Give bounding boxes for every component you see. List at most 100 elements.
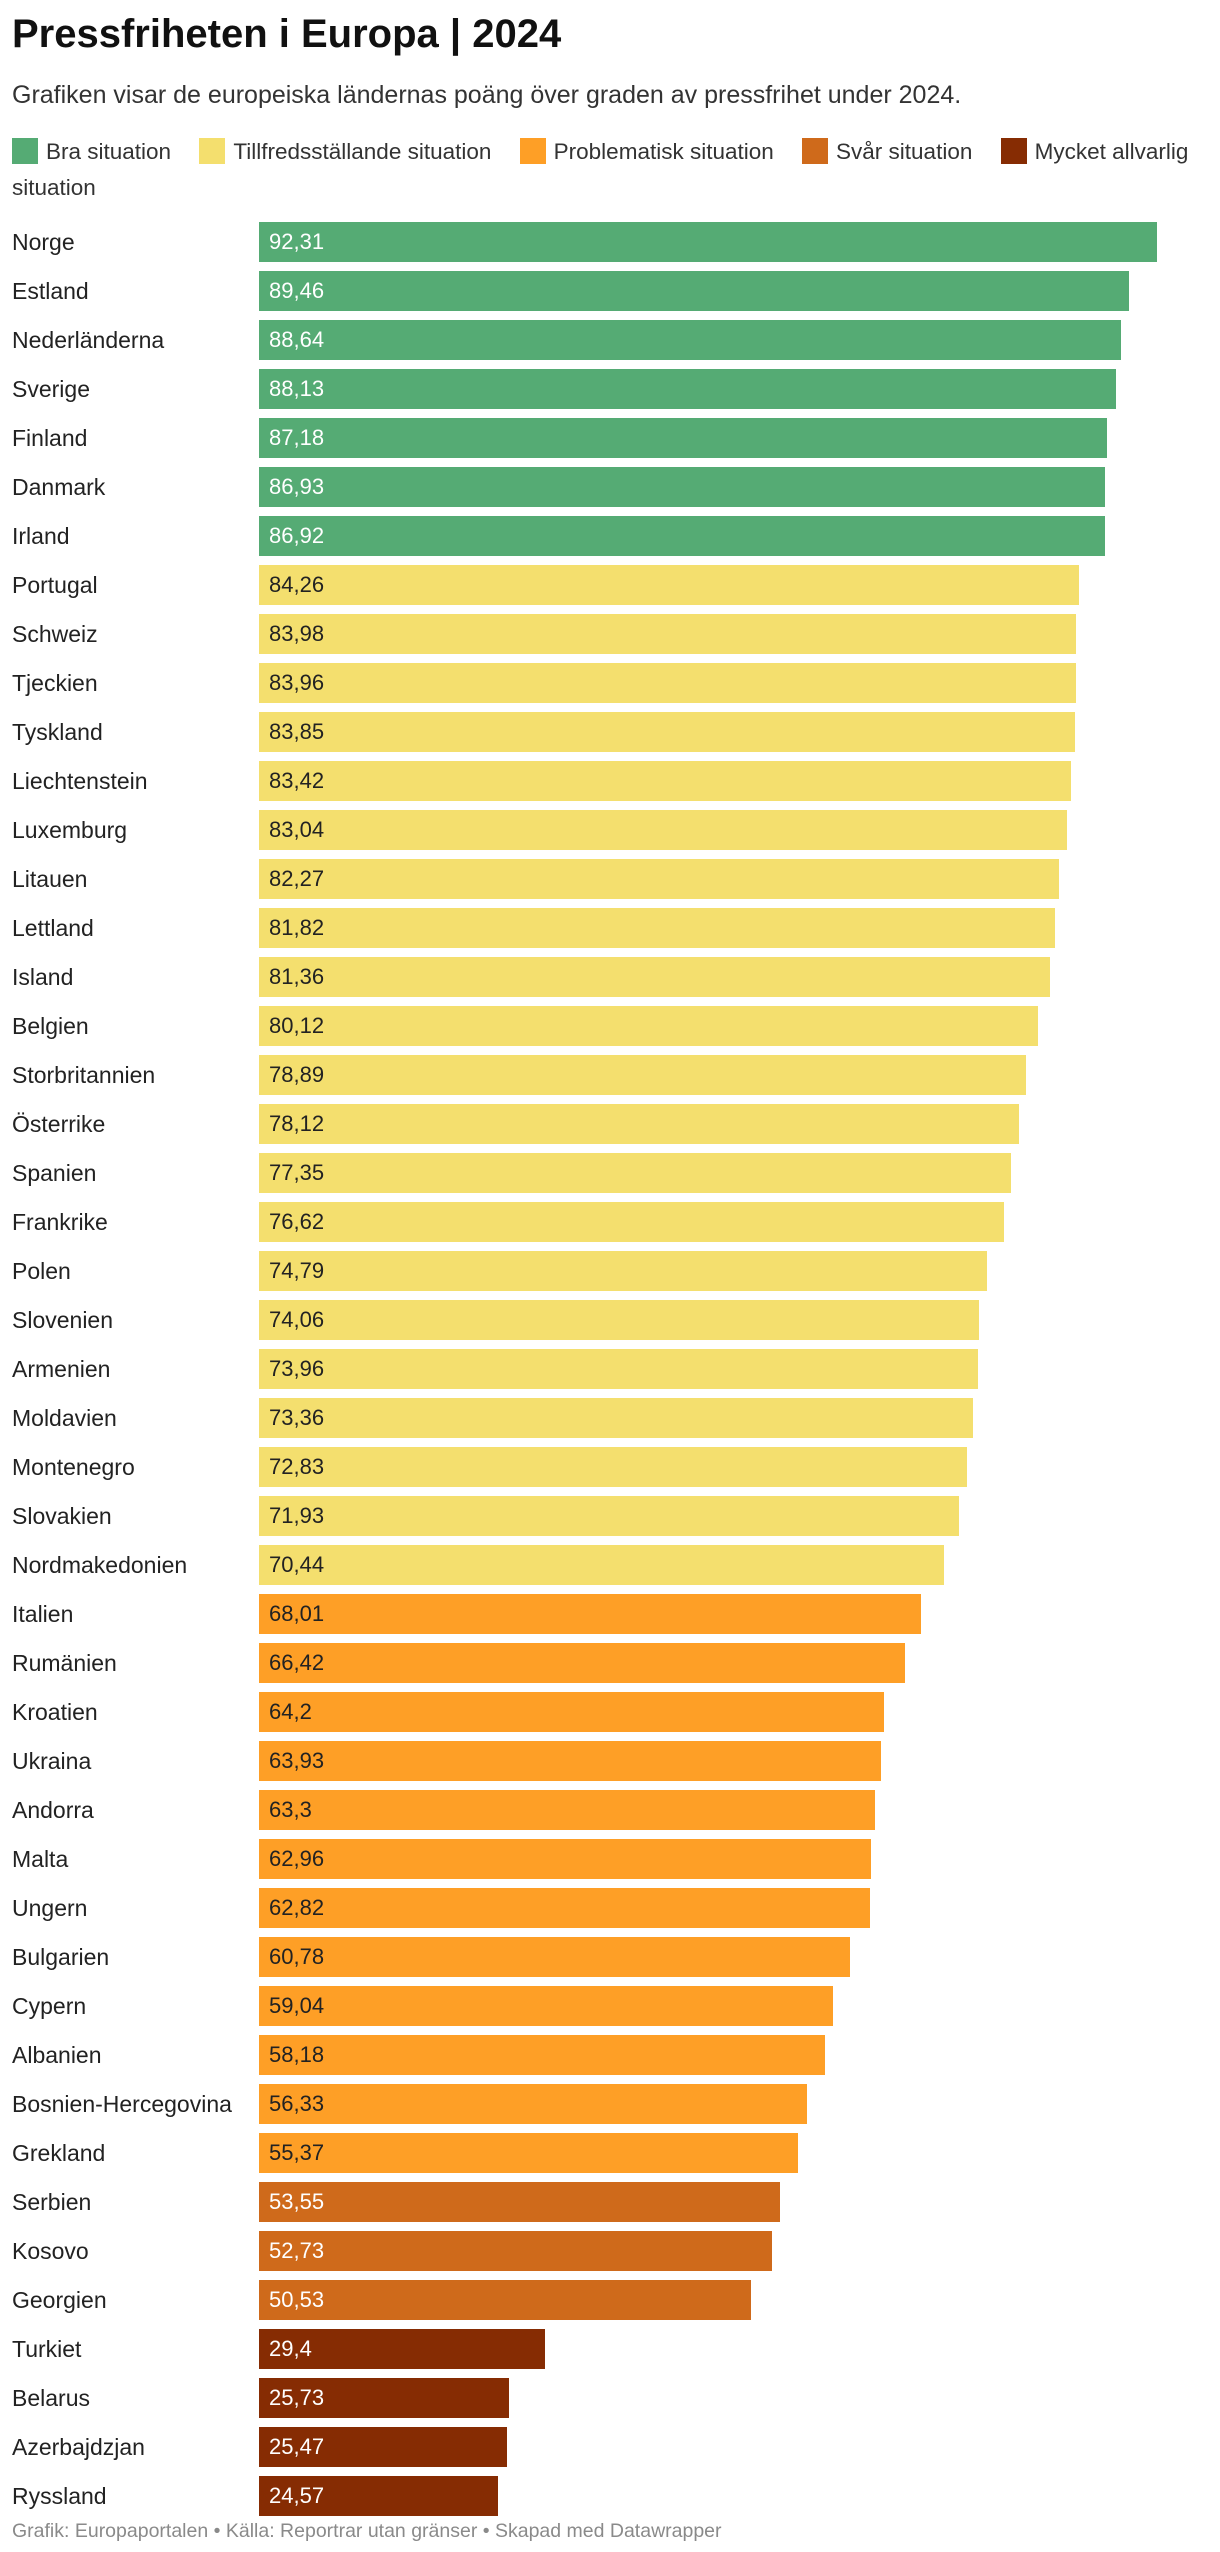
bar-row: Estland 89,46 <box>0 271 1220 319</box>
legend-label: Tillfredsställande situation <box>233 139 492 164</box>
bar-value-label: 74,06 <box>269 1307 325 1332</box>
bar-row: Tjeckien 83,96 <box>0 663 1220 711</box>
bar: 87,18 <box>259 418 1108 458</box>
bar: 76,62 <box>259 1202 1005 1242</box>
country-label: Georgien <box>12 2287 107 2313</box>
bar-value-label: 62,96 <box>269 1846 325 1871</box>
country-label: Litauen <box>12 866 88 892</box>
bar-value-label: 71,93 <box>269 1503 325 1528</box>
bar-row: Sverige 88,13 <box>0 369 1220 417</box>
bar: 83,98 <box>259 614 1076 654</box>
bar-value-label: 83,96 <box>269 670 325 695</box>
country-label: Tyskland <box>12 719 103 745</box>
bar-row: Armenien 73,96 <box>0 1349 1220 1397</box>
bar-row: Grekland 55,37 <box>0 2133 1220 2181</box>
country-label: Frankrike <box>12 1209 108 1235</box>
legend-swatch <box>12 138 38 164</box>
bar: 56,33 <box>259 2084 807 2124</box>
bar-row: Frankrike 76,62 <box>0 1202 1220 1250</box>
bar-value-label: 64,2 <box>269 1699 312 1724</box>
bar-row: Polen 74,79 <box>0 1251 1220 1299</box>
bar-row: Serbien 53,55 <box>0 2182 1220 2230</box>
bar: 73,36 <box>259 1398 973 1438</box>
bar: 25,73 <box>259 2378 510 2418</box>
bar-row: Nordmakedonien 70,44 <box>0 1545 1220 1593</box>
bar-value-label: 74,79 <box>269 1258 325 1283</box>
country-label: Kroatien <box>12 1699 98 1725</box>
legend-item-problematisk: Problematisk situation <box>519 138 774 164</box>
bar-value-label: 92,31 <box>269 229 325 254</box>
bar-value-label: 73,96 <box>269 1356 325 1381</box>
bar: 62,82 <box>259 1888 871 1928</box>
bar-value-label: 84,26 <box>269 572 325 597</box>
country-label: Belgien <box>12 1013 89 1039</box>
bar-row: Turkiet 29,4 <box>0 2329 1220 2377</box>
bar-row: Lettland 81,82 <box>0 908 1220 956</box>
bar: 63,3 <box>259 1790 875 1830</box>
country-label: Lettland <box>12 915 94 941</box>
bar-value-label: 50,53 <box>269 2287 325 2312</box>
bar-row: Rumänien 66,42 <box>0 1643 1220 1691</box>
bar: 58,18 <box>259 2035 825 2075</box>
bar-row: Irland 86,92 <box>0 516 1220 564</box>
country-label: Belarus <box>12 2385 90 2411</box>
bar: 82,27 <box>259 859 1060 899</box>
bar-row: Litauen 82,27 <box>0 859 1220 907</box>
country-label: Finland <box>12 425 88 451</box>
bar-value-label: 62,82 <box>269 1895 325 1920</box>
bar: 55,37 <box>259 2133 798 2173</box>
bar: 84,26 <box>259 565 1079 605</box>
bar-value-label: 24,57 <box>269 2483 325 2508</box>
bar-value-label: 63,3 <box>269 1797 312 1822</box>
country-label: Armenien <box>12 1356 111 1382</box>
bar-row: Bulgarien 60,78 <box>0 1937 1220 1985</box>
bar: 89,46 <box>259 271 1130 311</box>
bar-row: Slovakien 71,93 <box>0 1496 1220 1544</box>
bar-row: Andorra 63,3 <box>0 1790 1220 1838</box>
country-label: Albanien <box>12 2042 102 2068</box>
bar-value-label: 55,37 <box>269 2140 325 2165</box>
country-label: Estland <box>12 278 89 304</box>
bar: 62,96 <box>259 1839 872 1879</box>
country-label: Turkiet <box>12 2336 82 2362</box>
country-label: Bulgarien <box>12 1944 110 1970</box>
bar: 83,04 <box>259 810 1067 850</box>
bar-row: Azerbajdzjan 25,47 <box>0 2427 1220 2475</box>
bar-chart: Norge 92,31 Estland 89,46 Nederländerna 88,64… <box>0 222 1220 2516</box>
bar-row: Liechtenstein 83,42 <box>0 761 1220 809</box>
country-label: Azerbajdzjan <box>12 2434 145 2460</box>
bar-value-label: 59,04 <box>269 1993 325 2018</box>
country-label: Rumänien <box>12 1650 117 1676</box>
country-label: Storbritannien <box>12 1062 156 1088</box>
bar-row: Ungern 62,82 <box>0 1888 1220 1936</box>
bar-row: Georgien 50,53 <box>0 2280 1220 2328</box>
bar-value-label: 81,82 <box>269 915 325 940</box>
bar: 83,42 <box>259 761 1071 801</box>
country-label: Ryssland <box>12 2483 107 2509</box>
bar-row: Belarus 25,73 <box>0 2378 1220 2426</box>
bar: 81,36 <box>259 957 1051 997</box>
bar-row: Tyskland 83,85 <box>0 712 1220 760</box>
bar-value-label: 60,78 <box>269 1944 325 1969</box>
bar: 71,93 <box>259 1496 959 1536</box>
country-label: Tjeckien <box>12 670 98 696</box>
bar-value-label: 78,12 <box>269 1111 325 1136</box>
bar: 80,12 <box>259 1006 1039 1046</box>
country-label: Andorra <box>12 1797 94 1823</box>
bar: 86,92 <box>259 516 1105 556</box>
country-label: Nordmakedonien <box>12 1552 188 1578</box>
legend-item-mycket-allvarlig: Mycket allvarlig situation <box>12 138 1188 200</box>
chart-subtitle: Grafiken visar de europeiska ländernas p… <box>12 81 962 109</box>
bar-row: Moldavien 73,36 <box>0 1398 1220 1446</box>
bar-value-label: 70,44 <box>269 1552 325 1577</box>
legend-swatch <box>199 138 226 164</box>
legend-swatch <box>519 138 546 164</box>
bar-row: Island 81,36 <box>0 957 1220 1005</box>
bar: 50,53 <box>259 2280 751 2320</box>
bar: 74,06 <box>259 1300 980 1340</box>
legend-label: Svår situation <box>836 139 973 164</box>
country-label: Luxemburg <box>12 817 128 843</box>
bar-value-label: 86,93 <box>269 474 325 499</box>
bar: 88,13 <box>259 369 1117 409</box>
bar-value-label: 76,62 <box>269 1209 325 1234</box>
